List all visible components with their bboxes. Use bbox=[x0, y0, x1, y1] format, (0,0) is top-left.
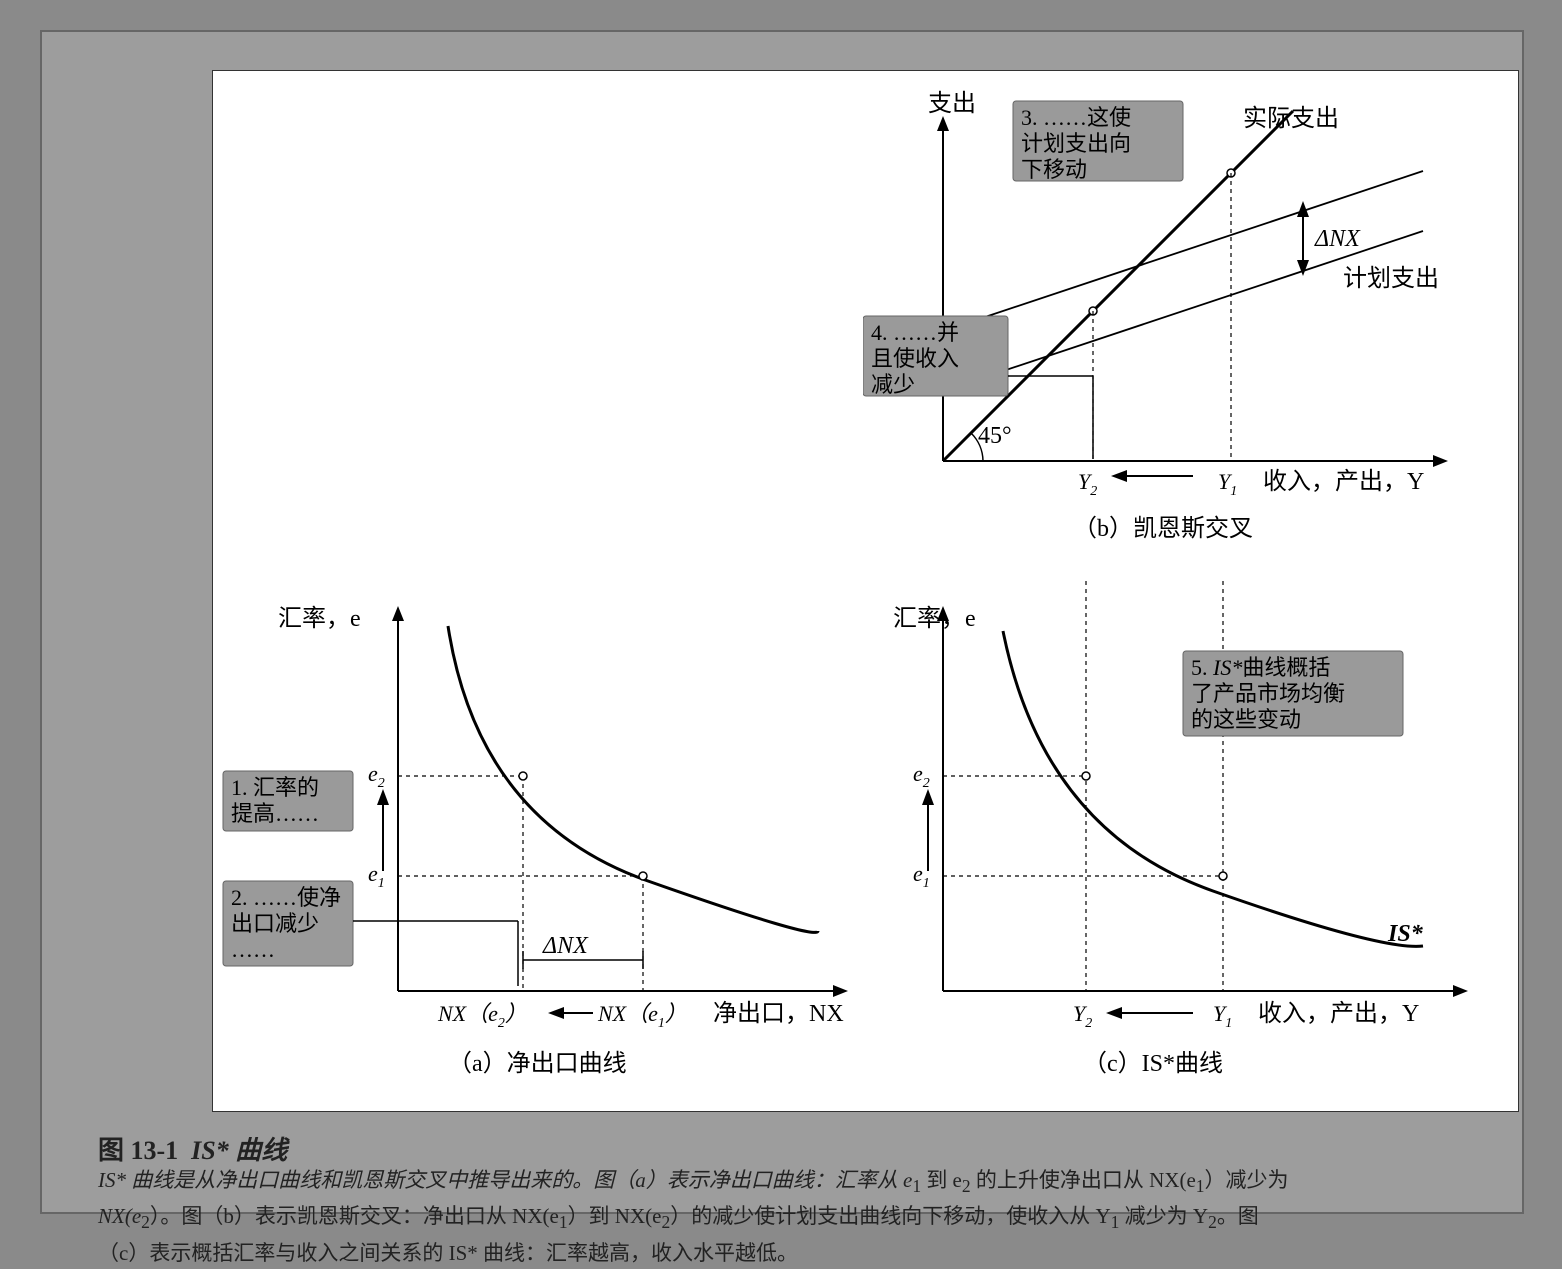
b-angle: 45° bbox=[978, 423, 1012, 449]
b-line1: 实际支出 bbox=[1243, 105, 1339, 132]
panel-c-svg: 汇率，e IS* e2 e1 Y2 Y1 bbox=[863, 581, 1503, 1101]
svg-text:ΔNX: ΔNX bbox=[542, 933, 589, 959]
svg-text:e2: e2 bbox=[368, 761, 385, 791]
svg-text:Y1: Y1 bbox=[1218, 469, 1237, 499]
svg-text:3. ……这使: 3. ……这使 bbox=[1021, 105, 1131, 130]
svg-text:NX（e2）: NX（e2） bbox=[437, 1001, 527, 1031]
b-line2: 计划支出 bbox=[1343, 265, 1439, 292]
svg-text:Y2: Y2 bbox=[1073, 1001, 1092, 1031]
svg-text:NX（e1）: NX（e1） bbox=[597, 1001, 687, 1031]
panel-a-svg: 汇率，e e2 e1 ΔNX bbox=[218, 581, 868, 1101]
panel-b-svg: 支出 实际支出 计划支出 ΔNX bbox=[863, 81, 1493, 551]
svg-text:1. 汇率的: 1. 汇率的 bbox=[231, 775, 319, 800]
svg-text:下移动: 下移动 bbox=[1021, 157, 1087, 182]
c-caption: （c）IS*曲线 bbox=[1083, 1050, 1223, 1077]
c-curve-label: IS* bbox=[1387, 921, 1424, 947]
a-caption: （a）净出口曲线 bbox=[448, 1050, 627, 1077]
svg-text:2. ……使净: 2. ……使净 bbox=[231, 885, 341, 910]
svg-text:Y2: Y2 bbox=[1078, 469, 1097, 499]
svg-text:减少: 减少 bbox=[871, 372, 915, 397]
svg-text:计划支出向: 计划支出向 bbox=[1021, 131, 1131, 156]
a-xlabel: 净出口，NX bbox=[713, 1000, 844, 1027]
page-outer: 支出 实际支出 计划支出 ΔNX bbox=[0, 0, 1562, 1246]
svg-text:了产品市场均衡: 了产品市场均衡 bbox=[1191, 681, 1345, 706]
b-xlabel: 收入，产出，Y bbox=[1263, 468, 1424, 495]
b-ylabel: 支出 bbox=[928, 90, 976, 117]
svg-text:e2: e2 bbox=[913, 761, 930, 791]
svg-text:4. ……并: 4. ……并 bbox=[871, 320, 959, 345]
svg-text:的这些变动: 的这些变动 bbox=[1191, 707, 1301, 732]
a-ylabel: 汇率，e bbox=[278, 605, 361, 632]
svg-text:提高……: 提高…… bbox=[231, 801, 319, 826]
figure-title: 图 13-1 IS* 曲线 bbox=[98, 1130, 287, 1167]
svg-text:ΔNX: ΔNX bbox=[1314, 226, 1361, 252]
page-area: 支出 实际支出 计划支出 ΔNX bbox=[40, 30, 1524, 1214]
svg-text:5. IS*曲线概括: 5. IS*曲线概括 bbox=[1191, 655, 1330, 680]
figure-caption: IS* 曲线是从净出口曲线和凯恩斯交叉中推导出来的。图（a）表示净出口曲线：汇率… bbox=[98, 1164, 1488, 1269]
b-caption: （b）凯恩斯交叉 bbox=[1073, 515, 1253, 542]
svg-text:Y1: Y1 bbox=[1213, 1001, 1232, 1031]
c-ylabel: 汇率，e bbox=[893, 605, 976, 632]
white-panel: 支出 实际支出 计划支出 ΔNX bbox=[212, 70, 1519, 1112]
svg-text:且使收入: 且使收入 bbox=[871, 346, 959, 371]
svg-text:……: …… bbox=[231, 937, 275, 962]
svg-text:出口减少: 出口减少 bbox=[231, 911, 319, 936]
c-xlabel: 收入，产出，Y bbox=[1258, 1000, 1419, 1027]
